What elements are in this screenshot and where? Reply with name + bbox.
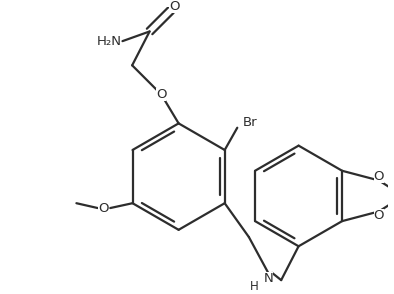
Text: N: N: [263, 272, 273, 285]
Text: Br: Br: [243, 116, 257, 129]
Text: O: O: [156, 88, 166, 101]
Text: H: H: [250, 280, 259, 293]
Text: O: O: [98, 202, 109, 215]
Text: O: O: [374, 170, 384, 183]
Text: H₂N: H₂N: [97, 35, 121, 48]
Text: O: O: [374, 209, 384, 222]
Text: O: O: [169, 0, 180, 13]
